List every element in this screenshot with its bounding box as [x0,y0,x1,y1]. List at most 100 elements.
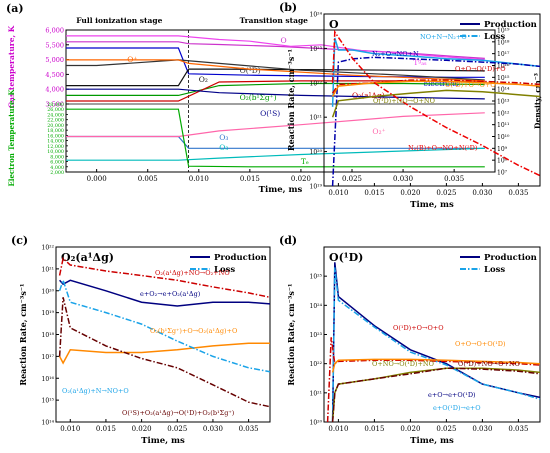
panel-label-c: (c) [11,234,28,247]
y-axis-b-tick-label: 10²¹ [310,115,322,122]
y-axis-label-d: Reaction Rate, cm⁻³s⁻¹ [286,283,296,385]
series-line-d [331,358,541,373]
y-axis-c-tick-label: 10²¹ [42,266,54,273]
y-tick-label-density: 10⁹ [497,146,508,153]
series-label-c: O₂(b¹Σg⁺)+O→O₂(a¹Δg)+O [150,327,237,335]
series-line-b [331,37,541,107]
series-label-a: O₂(a¹Δg) [352,91,385,100]
series-label-a: Tᵍₐₛ [413,58,427,67]
y-axis-b-tick-label: 10²² [310,80,323,87]
y-tick-label-electron: 28,000 [47,102,64,108]
series-line-b [331,79,541,94]
y-axis-d-tick-label: 10²⁰ [310,420,323,427]
y-axis-label-c: Reaction Rate, cm⁻³s⁻¹ [18,283,28,385]
stage-label: Full ionization stage [76,16,162,25]
plot-frame-b [323,13,541,187]
legend-label-loss: Loss [484,32,505,42]
series-line-b [331,89,541,118]
stage-label: Transition stage [240,16,309,25]
panel-title-b: O [329,18,339,31]
series-label-d: O(¹D)+O→O+O [393,324,444,332]
x-axis-c-tick-label: 0.035 [239,425,259,433]
x-axis-b-tick-label: 0.010 [328,189,348,197]
series-label-a: O⁺ [127,55,137,64]
x-axis-b-tick-label: 0.015 [364,189,384,197]
y-tick-label-electron: 10,000 [47,149,64,155]
series-line-a [66,35,485,61]
series-line-a [66,80,485,102]
y-tick-label-electron: 12,000 [47,144,64,150]
y-axis-c-tick-label: 10¹⁷ [42,354,55,361]
series-line-a [66,82,485,97]
x-axis-a-tick-label: 0.020 [291,175,311,183]
series-line-a [66,112,485,138]
y-axis-d-tick-label: 10²² [310,361,323,368]
y-tick-label-density: 10¹⁷ [497,51,510,58]
y-tick-label-density: 10¹⁰ [497,134,510,141]
series-label-a: O₃ [219,133,228,142]
y-axis-b-tick-label: 10²⁴ [310,12,323,19]
series-label-a: Tₑ [301,157,309,166]
panel-label-b: (b) [279,1,297,14]
x-axis-b-tick-label: 0.030 [472,189,492,197]
x-axis-c-tick-label: 0.020 [132,425,152,433]
series-label-d: e+O→e+O(¹D) [428,391,476,399]
series-line-a [66,88,485,100]
x-axis-b-tick-label: 0.035 [508,189,528,197]
x-axis-c-tick-label: 0.025 [167,425,187,433]
series-label-b: O(¹D)+O→O+O [445,81,496,89]
y-tick-label-density: 10¹⁹ [497,28,510,35]
x-axis-b-tick-label: 0.020 [400,189,420,197]
y-tick-label-gas: 4,500 [45,71,64,79]
x-axis-c-tick-label: 0.015 [96,425,116,433]
series-label-b: O+O→O(¹D)+O [455,65,506,73]
x-axis-a-tick-label: 0.030 [393,175,413,183]
x-axis-d-tick-label: 0.025 [436,425,456,433]
y-tick-label-density: 10¹³ [497,99,510,106]
legend-label-production: Production [484,253,537,263]
y-axis-c-tick-label: 10¹⁴ [42,420,55,427]
y-tick-label-electron: 4,000 [50,165,64,171]
series-label-b: NO+N→N₂+O [420,33,467,41]
series-label-d: O+O→O+O(¹D) [455,340,506,348]
series-label-a: O [281,36,287,45]
y-axis-c-tick-label: 10¹⁹ [42,310,55,317]
panel-label-a: (a) [6,2,24,15]
legend-label-loss: Loss [214,265,235,275]
x-axis-c-tick-label: 0.010 [60,425,80,433]
series-line-d [326,337,541,423]
y-axis-b-tick-label: 10¹⁹ [310,184,323,191]
series-label-a: O₂⁺ [372,127,385,136]
series-label-b: O(¹D)+NO→O+NO [373,97,435,105]
series-label-d: O+NO→O(¹D)+NO [372,360,434,368]
x-axis-a-tick-label: 0.005 [138,175,158,183]
y-axis-d-tick-label: 10²³ [310,332,323,339]
series-line-a [66,147,485,161]
x-axis-label-c: Time, ms [141,436,185,446]
y-tick-label-gas: 3,500 [45,101,64,109]
y-axis-label-b: Reaction Rate, cm⁻³s⁻¹ [286,49,296,151]
y-tick-label-gas: 5,500 [45,41,64,49]
series-label-a: O(¹D) [240,66,261,75]
x-axis-d-tick-label: 0.010 [328,425,348,433]
series-label-a: O₂(b¹Σg⁺) [240,93,277,102]
panel-label-d: (d) [279,234,297,247]
y-tick-label-density: 10¹¹ [497,122,509,129]
y-axis-label-gas: Gas temperature, K [7,25,16,108]
x-axis-a-tick-label: 0.000 [87,175,107,183]
y-tick-label-density: 10⁷ [497,170,508,177]
series-line-b [331,56,541,187]
y-axis-d-tick-label: 10²⁵ [310,274,323,281]
legend-label-loss: Loss [484,265,505,275]
y-tick-label-electron: 14,000 [47,139,64,145]
y-tick-label-gas: 4,000 [45,86,64,94]
legend-label-production: Production [214,253,267,263]
y-axis-d-tick-label: 10²¹ [310,390,322,397]
series-line-b [331,80,541,97]
y-axis-d-tick-label: 10²⁴ [310,303,323,310]
y-tick-label-electron: 22,000 [47,118,64,124]
y-axis-c-tick-label: 10¹⁵ [42,398,55,405]
y-tick-label-electron: 6,000 [50,160,64,166]
y-axis-b-tick-label: 10²³ [310,46,323,53]
